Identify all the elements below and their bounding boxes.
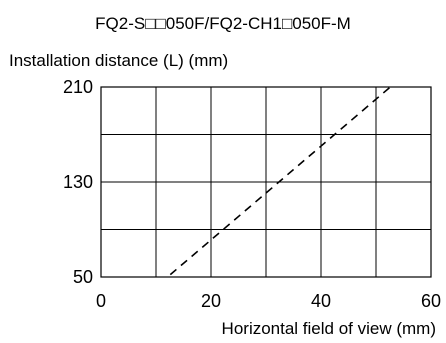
x-tick-label: 0 bbox=[96, 291, 106, 311]
x-tick-label: 20 bbox=[201, 291, 221, 311]
plot-area: 0 20 40 60 50 130 210 bbox=[63, 77, 441, 311]
x-tick-label: 60 bbox=[421, 291, 441, 311]
y-tick-label: 130 bbox=[63, 172, 93, 192]
chart-title: FQ2-S□□050F/FQ2-CH1□050F-M bbox=[95, 14, 351, 33]
x-axis-label: Horizontal field of view (mm) bbox=[222, 319, 436, 338]
y-tick-label: 210 bbox=[63, 77, 93, 97]
y-axis-label: Installation distance (L) (mm) bbox=[9, 51, 228, 70]
x-tick-label: 40 bbox=[311, 291, 331, 311]
y-tick-label: 50 bbox=[73, 267, 93, 287]
series-line bbox=[169, 86, 391, 276]
plot-frame bbox=[100, 86, 432, 278]
